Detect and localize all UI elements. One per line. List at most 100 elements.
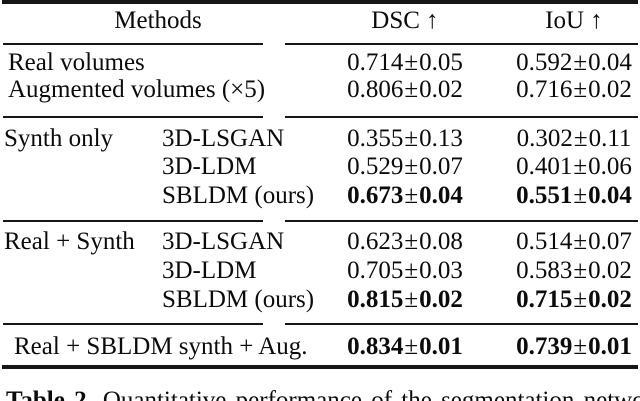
dsc-mean: 0.529 <box>347 153 404 180</box>
iou-std: 0.11 <box>588 125 632 152</box>
row-synth-lsgan: Synth only 3D-LSGAN 0.355±0.13 0.302±0.1… <box>0 124 640 154</box>
iou-mean: 0.551 <box>516 182 573 209</box>
method-label: 3D-LDM <box>162 153 257 180</box>
iou-value: 0.739±0.01 <box>504 332 640 362</box>
row-real-volumes: Real volumes 0.714±0.05 0.592±0.04 <box>0 48 640 78</box>
table-header-row: Methods DSC ↑ IoU ↑ <box>0 6 640 36</box>
dsc-mean: 0.673 <box>347 182 404 209</box>
row-rs-ldm: 3D-LDM 0.705±0.03 0.583±0.02 <box>0 256 640 286</box>
iou-std: 0.02 <box>588 257 632 284</box>
dsc-std: 0.04 <box>419 182 463 209</box>
dsc-value: 0.673±0.04 <box>320 181 490 211</box>
table-toprule <box>2 0 638 4</box>
iou-std: 0.06 <box>588 153 632 180</box>
iou-value: 0.401±0.06 <box>504 152 640 182</box>
iou-mean: 0.592 <box>516 49 573 76</box>
plus-minus-sign: ± <box>404 333 419 360</box>
method-label: 3D-LSGAN <box>162 228 285 255</box>
plus-minus-sign: ± <box>573 286 588 313</box>
row-rs-lsgan: Real + Synth 3D-LSGAN 0.623±0.08 0.514±0… <box>0 227 640 257</box>
cmidrule-right-4 <box>285 323 638 325</box>
cmidrule-right-1 <box>285 43 638 45</box>
iou-mean: 0.715 <box>516 286 573 313</box>
dsc-value: 0.806±0.02 <box>320 75 490 105</box>
dsc-value: 0.355±0.13 <box>320 124 490 154</box>
row-label: Real + SBLDM synth + Aug. <box>14 333 308 360</box>
cmidrule-left-3 <box>3 220 263 222</box>
method-label: 3D-LDM <box>162 257 257 284</box>
dsc-value: 0.529±0.07 <box>320 152 490 182</box>
iou-mean: 0.401 <box>516 153 573 180</box>
dsc-mean: 0.355 <box>347 125 404 152</box>
plus-minus-sign: ± <box>404 286 419 313</box>
caption-text: Quantitative performance of the segmenta… <box>102 387 640 401</box>
plus-minus-sign: ± <box>573 333 588 360</box>
group-label-real-synth: Real + Synth <box>4 228 135 255</box>
row-rs-sbldm: SBLDM (ours) 0.815±0.02 0.715±0.02 <box>0 285 640 315</box>
iou-mean: 0.716 <box>516 76 573 103</box>
plus-minus-sign: ± <box>404 49 419 76</box>
plus-minus-sign: ± <box>404 125 419 152</box>
iou-value: 0.302±0.11 <box>504 124 640 154</box>
table-bottomrule <box>2 365 638 369</box>
dsc-value: 0.815±0.02 <box>320 285 490 315</box>
method-label: SBLDM (ours) <box>162 286 315 313</box>
dsc-value: 0.834±0.01 <box>320 332 490 362</box>
plus-minus-sign: ± <box>573 76 588 103</box>
iou-std: 0.02 <box>588 286 632 313</box>
dsc-std: 0.02 <box>419 76 463 103</box>
header-dsc: DSC ↑ <box>371 7 439 34</box>
dsc-std: 0.08 <box>419 228 463 255</box>
plus-minus-sign: ± <box>573 228 588 255</box>
dsc-mean: 0.806 <box>347 76 404 103</box>
plus-minus-sign: ± <box>404 76 419 103</box>
iou-value: 0.592±0.04 <box>504 48 640 78</box>
cmidrule-left-4 <box>3 323 263 325</box>
plus-minus-sign: ± <box>573 153 588 180</box>
row-augmented-volumes: Augmented volumes (×5) 0.806±0.02 0.716±… <box>0 75 640 105</box>
iou-mean: 0.739 <box>516 333 573 360</box>
row-synth-ldm: 3D-LDM 0.529±0.07 0.401±0.06 <box>0 152 640 182</box>
dsc-mean: 0.623 <box>347 228 404 255</box>
iou-mean: 0.514 <box>516 228 573 255</box>
plus-minus-sign: ± <box>573 49 588 76</box>
method-label: SBLDM (ours) <box>162 182 315 209</box>
cmidrule-right-2 <box>285 116 638 118</box>
cmidrule-left-2 <box>3 116 263 118</box>
dsc-std: 0.13 <box>419 125 463 152</box>
iou-mean: 0.302 <box>516 125 573 152</box>
method-label: 3D-LSGAN <box>162 125 285 152</box>
plus-minus-sign: ± <box>573 257 588 284</box>
row-final-combined: Real + SBLDM synth + Aug. 0.834±0.01 0.7… <box>0 332 640 362</box>
row-label: Augmented volumes (×5) <box>8 76 266 103</box>
iou-std: 0.02 <box>588 76 632 103</box>
table-caption: Table 2. Quantitative performance of the … <box>6 386 640 401</box>
dsc-std: 0.03 <box>419 257 463 284</box>
dsc-mean: 0.714 <box>347 49 404 76</box>
iou-std: 0.04 <box>588 49 632 76</box>
dsc-std: 0.05 <box>419 49 463 76</box>
plus-minus-sign: ± <box>404 257 419 284</box>
dsc-value: 0.623±0.08 <box>320 227 490 257</box>
dsc-mean: 0.815 <box>347 286 404 313</box>
iou-value: 0.514±0.07 <box>504 227 640 257</box>
plus-minus-sign: ± <box>404 182 419 209</box>
iou-std: 0.04 <box>588 182 632 209</box>
header-methods: Methods <box>114 7 202 34</box>
iou-mean: 0.583 <box>516 257 573 284</box>
dsc-value: 0.705±0.03 <box>320 256 490 286</box>
dsc-std: 0.02 <box>419 286 463 313</box>
row-label: Real volumes <box>8 49 145 76</box>
dsc-mean: 0.705 <box>347 257 404 284</box>
plus-minus-sign: ± <box>404 228 419 255</box>
cmidrule-left-1 <box>3 43 263 45</box>
dsc-mean: 0.834 <box>347 333 404 360</box>
plus-minus-sign: ± <box>573 125 588 152</box>
dsc-std: 0.01 <box>419 333 463 360</box>
iou-std: 0.01 <box>588 333 632 360</box>
plus-minus-sign: ± <box>404 153 419 180</box>
dsc-std: 0.07 <box>419 153 463 180</box>
row-synth-sbldm: SBLDM (ours) 0.673±0.04 0.551 ±0.04 <box>0 181 640 211</box>
dsc-value: 0.714±0.05 <box>320 48 490 78</box>
